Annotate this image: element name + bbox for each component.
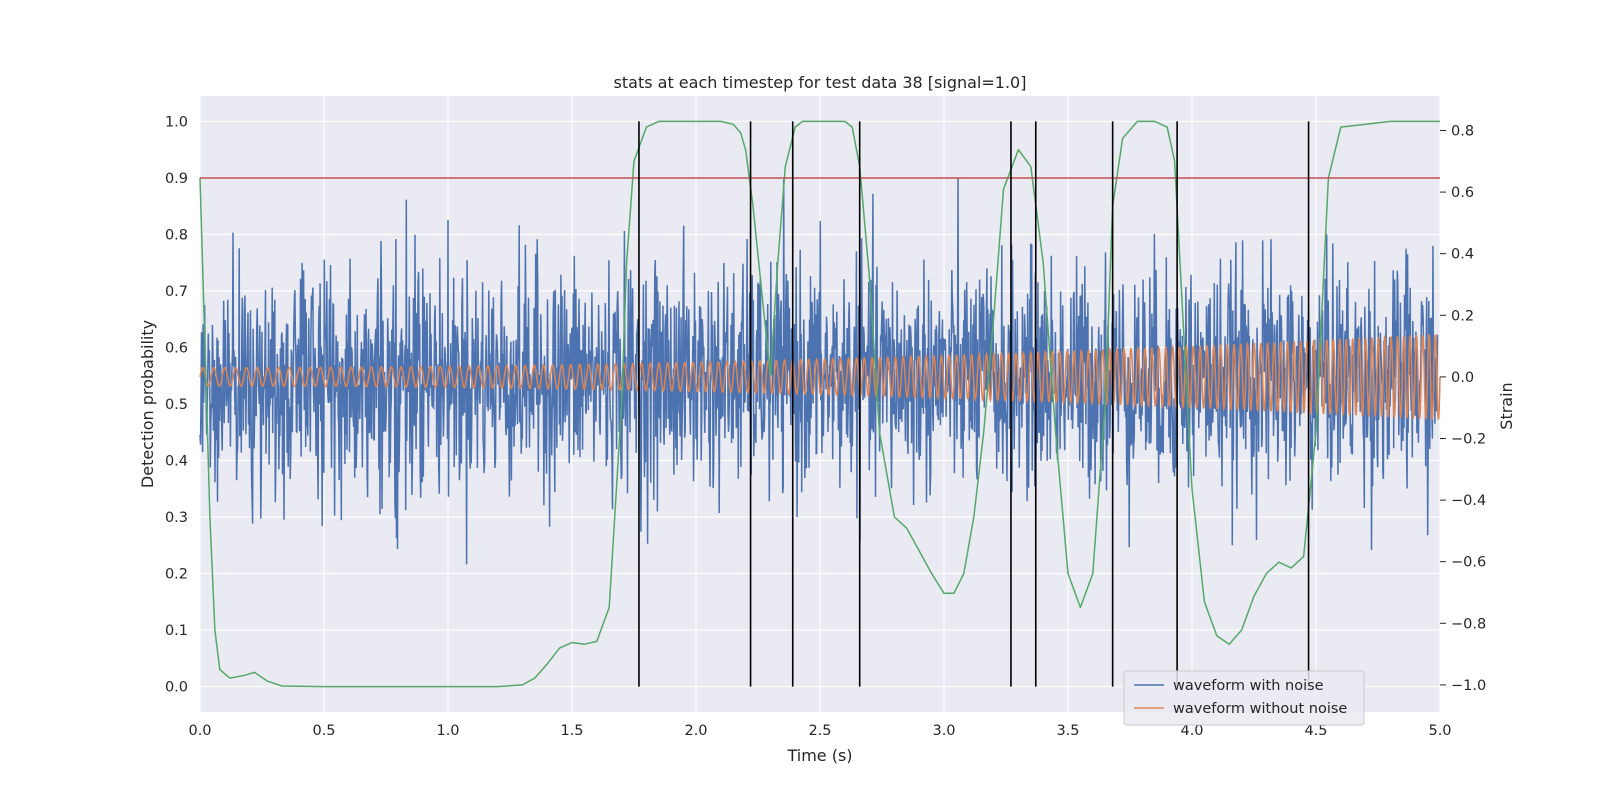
x-tick-label: 2.0 bbox=[684, 723, 707, 739]
series-waveform-without-noise bbox=[199, 334, 1441, 420]
y-right-tick-label: −0.4 bbox=[1451, 493, 1486, 509]
y-left-tick-label: 0.0 bbox=[165, 680, 188, 696]
x-tick-label: 1.0 bbox=[436, 723, 459, 739]
y-left-tick-label: 0.4 bbox=[165, 454, 188, 470]
series-detection-probability bbox=[199, 120, 1440, 688]
x-tick-label: 0.5 bbox=[312, 723, 335, 739]
x-axis: 0.0 0.5 1.0 1.5 2.0 2.5 3.0 3.5 4.0 4.5 5.0 bbox=[188, 723, 1451, 739]
x-tick-label: 5.0 bbox=[1428, 723, 1451, 739]
y-left-tick-label: 0.6 bbox=[165, 340, 188, 356]
y-axis-right-title: Strain bbox=[1497, 382, 1516, 429]
x-tick-label: 1.5 bbox=[560, 723, 583, 739]
y-axis-right: −1.0 −0.8 −0.6 −0.4 −0.2 0.0 0.2 0.4 0.6 0.8 bbox=[1440, 123, 1486, 694]
y-axis-left-title: Detection probability bbox=[138, 320, 157, 488]
y-left-tick-label: 0.8 bbox=[165, 227, 188, 243]
y-right-tick-label: 0.6 bbox=[1451, 185, 1474, 201]
y-left-tick-label: 0.1 bbox=[165, 623, 188, 639]
legend: waveform with noise waveform without noi… bbox=[1123, 670, 1365, 726]
y-right-tick-label: 0.2 bbox=[1451, 308, 1474, 324]
y-right-tick-label: 0.4 bbox=[1451, 247, 1474, 263]
y-axis-left: 0.0 0.1 0.2 0.3 0.4 0.5 0.6 0.7 0.8 0.9 1.0 bbox=[165, 114, 188, 695]
series-layer bbox=[199, 120, 1441, 688]
x-tick-label: 2.5 bbox=[808, 723, 831, 739]
x-tick-label: 3.0 bbox=[932, 723, 955, 739]
y-right-tick-label: −0.6 bbox=[1451, 555, 1486, 571]
y-right-tick-label: 0.0 bbox=[1451, 370, 1474, 386]
y-left-tick-label: 0.9 bbox=[165, 171, 188, 187]
y-left-tick-label: 0.5 bbox=[165, 397, 188, 413]
x-tick-label: 3.5 bbox=[1056, 723, 1079, 739]
x-tick-label: 0.0 bbox=[188, 723, 211, 739]
y-left-tick-label: 0.2 bbox=[165, 567, 188, 583]
x-tick-label: 4.5 bbox=[1304, 723, 1327, 739]
y-right-tick-label: −0.8 bbox=[1451, 616, 1486, 632]
y-left-tick-label: 0.7 bbox=[165, 284, 188, 300]
x-tick-label: 4.0 bbox=[1180, 723, 1203, 739]
series-waveform-with-noise bbox=[199, 178, 1439, 565]
y-right-tick-label: −1.0 bbox=[1451, 678, 1486, 694]
y-right-tick-label: −0.2 bbox=[1451, 431, 1486, 447]
y-right-tick-label: 0.8 bbox=[1451, 123, 1474, 139]
legend-box bbox=[1123, 670, 1365, 726]
y-left-tick-label: 0.3 bbox=[165, 510, 188, 526]
x-axis-title: Time (s) bbox=[786, 746, 852, 765]
legend-label-noise: waveform with noise bbox=[1173, 678, 1324, 694]
chart-title: stats at each timestep for test data 38 … bbox=[614, 73, 1027, 92]
y-left-tick-label: 1.0 bbox=[165, 114, 188, 130]
legend-label-clean: waveform without noise bbox=[1173, 701, 1347, 717]
